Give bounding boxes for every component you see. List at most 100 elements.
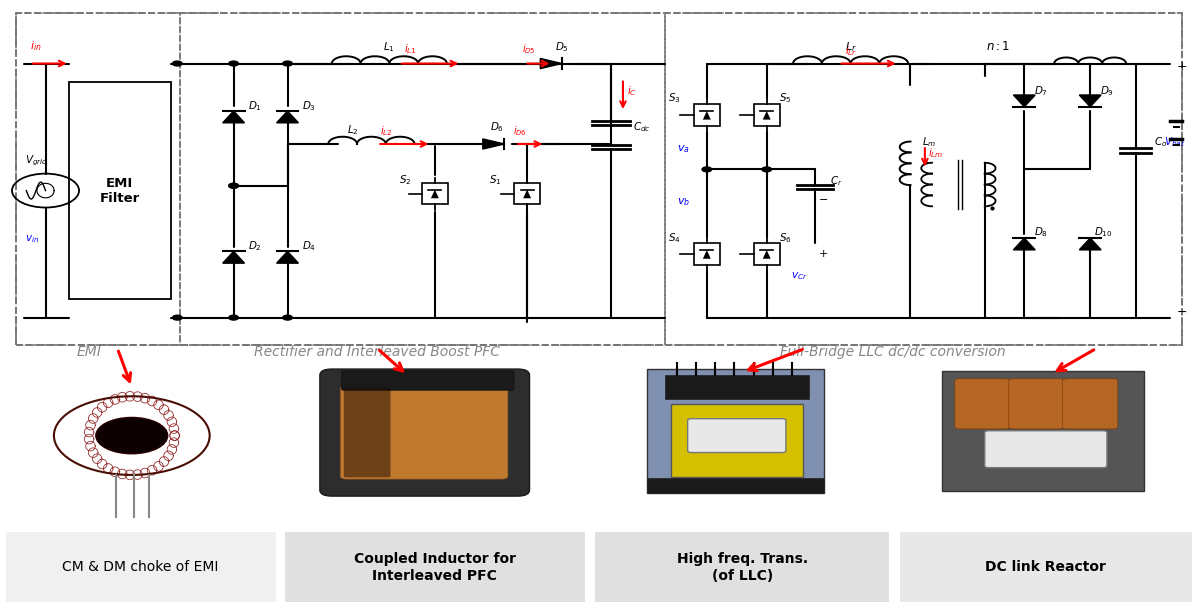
Polygon shape — [1014, 95, 1035, 106]
Bar — [694, 104, 720, 126]
Circle shape — [96, 417, 168, 454]
Text: $V_{grid}$: $V_{grid}$ — [25, 153, 48, 168]
Polygon shape — [431, 189, 438, 198]
FancyBboxPatch shape — [320, 369, 530, 496]
Text: $+$: $+$ — [1176, 59, 1187, 73]
Circle shape — [173, 315, 182, 320]
Circle shape — [702, 167, 712, 172]
Polygon shape — [277, 252, 298, 263]
Text: $S_3$: $S_3$ — [668, 91, 682, 105]
Text: $S_1$: $S_1$ — [489, 172, 501, 186]
Text: High freq. Trans.
(of LLC): High freq. Trans. (of LLC) — [677, 552, 809, 583]
Bar — [900, 532, 1192, 602]
Text: $i_{D5}$: $i_{D5}$ — [522, 42, 536, 56]
Text: $S_4$: $S_4$ — [668, 231, 682, 244]
Polygon shape — [540, 59, 562, 68]
Text: $i_C$: $i_C$ — [627, 83, 636, 97]
Text: $i_{in}$: $i_{in}$ — [30, 39, 42, 53]
Circle shape — [229, 183, 238, 188]
Text: EMI: EMI — [77, 345, 101, 359]
Circle shape — [283, 61, 292, 66]
Polygon shape — [524, 189, 531, 198]
Polygon shape — [277, 111, 298, 123]
Polygon shape — [763, 111, 770, 120]
Text: $-$: $-$ — [818, 193, 828, 203]
Text: EMI
Filter: EMI Filter — [99, 177, 140, 204]
Text: $D_2$: $D_2$ — [248, 239, 262, 253]
Circle shape — [229, 315, 238, 320]
Text: $C_r$: $C_r$ — [830, 174, 843, 188]
Text: $D_9$: $D_9$ — [1100, 83, 1114, 97]
FancyBboxPatch shape — [344, 388, 391, 477]
FancyBboxPatch shape — [665, 375, 809, 399]
Text: $S_5$: $S_5$ — [779, 91, 791, 105]
Text: $L_m$: $L_m$ — [922, 135, 937, 149]
FancyBboxPatch shape — [341, 371, 514, 390]
Text: $L_1$: $L_1$ — [383, 40, 395, 54]
Circle shape — [283, 315, 292, 320]
Polygon shape — [703, 111, 710, 120]
Polygon shape — [223, 111, 244, 123]
Text: $D_4$: $D_4$ — [302, 239, 316, 253]
Text: $i_{D6}$: $i_{D6}$ — [513, 124, 527, 138]
Text: $S_2$: $S_2$ — [399, 172, 411, 186]
Bar — [514, 183, 540, 204]
Text: $+$: $+$ — [818, 248, 828, 259]
FancyBboxPatch shape — [69, 82, 171, 299]
FancyBboxPatch shape — [1063, 379, 1118, 429]
FancyBboxPatch shape — [985, 431, 1107, 468]
Bar — [285, 532, 585, 602]
Text: $-$: $-$ — [1176, 304, 1187, 318]
FancyBboxPatch shape — [340, 386, 508, 479]
Text: $D_8$: $D_8$ — [1034, 224, 1048, 238]
Text: $i_{Lr}$: $i_{Lr}$ — [845, 44, 857, 57]
Bar — [6, 532, 276, 602]
Text: $D_1$: $D_1$ — [248, 99, 262, 113]
Polygon shape — [223, 252, 244, 263]
FancyBboxPatch shape — [955, 379, 1010, 429]
Polygon shape — [483, 139, 504, 149]
FancyBboxPatch shape — [688, 419, 786, 453]
FancyBboxPatch shape — [671, 404, 803, 477]
Text: CORE: CORE — [720, 431, 754, 440]
Text: $i_{L2}$: $i_{L2}$ — [380, 124, 393, 138]
Text: $S_6$: $S_6$ — [779, 231, 792, 244]
Text: Coupled Inductor for
Interleaved PFC: Coupled Inductor for Interleaved PFC — [353, 552, 516, 583]
FancyBboxPatch shape — [647, 369, 824, 493]
Circle shape — [173, 61, 182, 66]
Circle shape — [229, 61, 238, 66]
Bar — [754, 243, 780, 265]
FancyBboxPatch shape — [1009, 379, 1064, 429]
Bar — [754, 104, 780, 126]
Text: $v_{Cr}$: $v_{Cr}$ — [791, 270, 807, 282]
Bar — [694, 243, 720, 265]
Text: CORE: CORE — [1029, 445, 1063, 454]
Text: Full-Bridge LLC dc/dc conversion: Full-Bridge LLC dc/dc conversion — [780, 345, 1005, 359]
Polygon shape — [1079, 238, 1101, 250]
Polygon shape — [1079, 95, 1101, 106]
Text: $i_{L1}$: $i_{L1}$ — [404, 42, 417, 56]
Text: $V_{bat}$: $V_{bat}$ — [1164, 135, 1186, 149]
Bar — [595, 532, 889, 602]
Text: $i_{Lm}$: $i_{Lm}$ — [928, 146, 944, 160]
Polygon shape — [763, 250, 770, 259]
Text: $L_r$: $L_r$ — [845, 40, 857, 54]
Text: $C_o$: $C_o$ — [1154, 135, 1167, 149]
Polygon shape — [703, 250, 710, 259]
Text: $v_a$: $v_a$ — [677, 143, 690, 155]
Text: $n:1$: $n:1$ — [986, 40, 1010, 53]
Text: $D_{10}$: $D_{10}$ — [1094, 224, 1113, 238]
Polygon shape — [1014, 238, 1035, 250]
Text: Rectifier and Interleaved Boost PFC: Rectifier and Interleaved Boost PFC — [254, 345, 501, 359]
Text: $L_2$: $L_2$ — [347, 123, 359, 137]
Circle shape — [762, 167, 772, 172]
Text: $C_{dc}$: $C_{dc}$ — [633, 120, 651, 134]
Bar — [422, 183, 448, 204]
Text: $v_b$: $v_b$ — [677, 197, 690, 208]
FancyBboxPatch shape — [942, 371, 1144, 491]
FancyBboxPatch shape — [647, 478, 824, 493]
Text: $D_5$: $D_5$ — [555, 40, 569, 54]
Text: DC link Reactor: DC link Reactor — [986, 560, 1106, 575]
Text: CM & DM choke of EMI: CM & DM choke of EMI — [62, 560, 218, 575]
Text: $D_6$: $D_6$ — [490, 120, 504, 134]
